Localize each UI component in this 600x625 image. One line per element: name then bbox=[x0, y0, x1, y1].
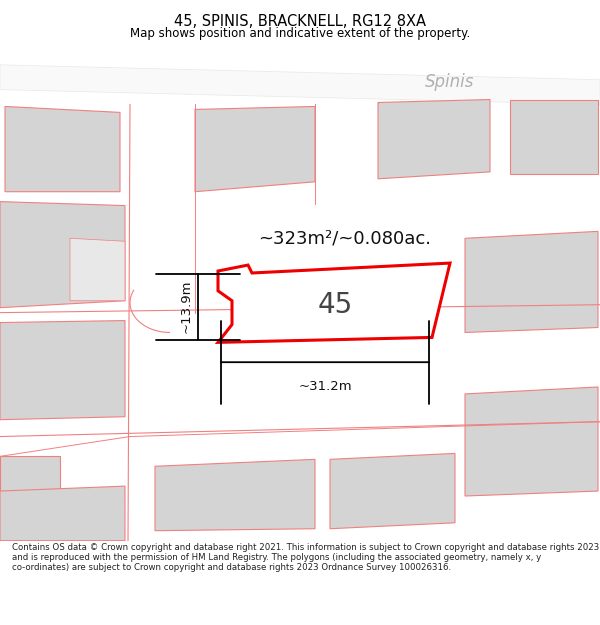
Polygon shape bbox=[0, 65, 600, 104]
Polygon shape bbox=[218, 263, 450, 343]
Polygon shape bbox=[0, 202, 125, 308]
Text: 45, SPINIS, BRACKNELL, RG12 8XA: 45, SPINIS, BRACKNELL, RG12 8XA bbox=[174, 14, 426, 29]
Polygon shape bbox=[0, 486, 125, 541]
Polygon shape bbox=[70, 238, 125, 301]
Polygon shape bbox=[155, 459, 315, 531]
Polygon shape bbox=[465, 387, 598, 496]
Text: ~13.9m: ~13.9m bbox=[180, 280, 193, 334]
Text: Map shows position and indicative extent of the property.: Map shows position and indicative extent… bbox=[130, 27, 470, 40]
Polygon shape bbox=[0, 321, 125, 420]
Polygon shape bbox=[0, 456, 60, 516]
Polygon shape bbox=[5, 106, 120, 192]
Text: ~31.2m: ~31.2m bbox=[298, 380, 352, 393]
Text: 45: 45 bbox=[317, 291, 353, 319]
Text: Contains OS data © Crown copyright and database right 2021. This information is : Contains OS data © Crown copyright and d… bbox=[12, 542, 599, 572]
Polygon shape bbox=[330, 453, 455, 529]
Polygon shape bbox=[465, 231, 598, 332]
Text: Spinis: Spinis bbox=[425, 72, 475, 91]
Polygon shape bbox=[378, 99, 490, 179]
Polygon shape bbox=[195, 106, 315, 192]
Text: ~323m²/~0.080ac.: ~323m²/~0.080ac. bbox=[259, 229, 431, 248]
Polygon shape bbox=[510, 99, 598, 174]
